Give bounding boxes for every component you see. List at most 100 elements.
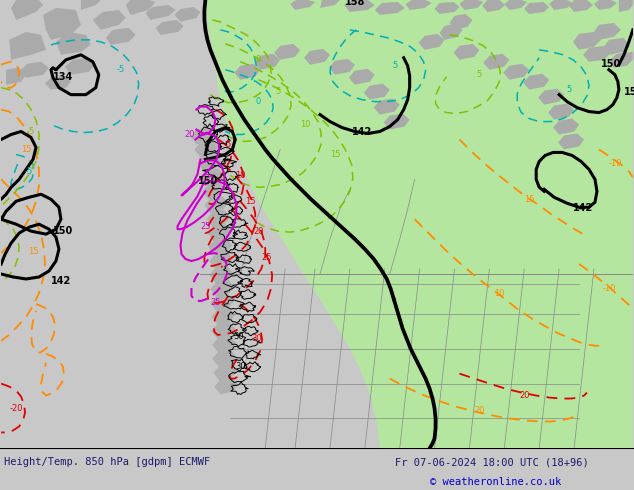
- Polygon shape: [504, 0, 527, 10]
- Text: 142: 142: [51, 276, 71, 286]
- Polygon shape: [235, 64, 260, 80]
- Polygon shape: [593, 23, 621, 40]
- Polygon shape: [210, 294, 235, 311]
- Polygon shape: [274, 44, 300, 60]
- Polygon shape: [503, 64, 529, 80]
- Polygon shape: [155, 20, 183, 35]
- Polygon shape: [290, 0, 315, 10]
- Text: 5: 5: [226, 140, 231, 149]
- Polygon shape: [43, 8, 81, 40]
- Polygon shape: [9, 32, 46, 60]
- Polygon shape: [460, 0, 483, 10]
- Text: -5: -5: [25, 167, 33, 176]
- Polygon shape: [374, 98, 399, 115]
- Polygon shape: [6, 68, 26, 85]
- Text: 15: 15: [28, 246, 38, 256]
- Text: 20: 20: [474, 406, 484, 415]
- Polygon shape: [214, 364, 237, 381]
- Polygon shape: [65, 58, 96, 75]
- Polygon shape: [594, 0, 617, 10]
- Text: 5: 5: [477, 70, 482, 79]
- Polygon shape: [583, 46, 611, 62]
- Polygon shape: [106, 28, 136, 45]
- Polygon shape: [45, 76, 71, 90]
- Polygon shape: [207, 224, 231, 241]
- Text: 142: 142: [573, 203, 593, 213]
- Polygon shape: [569, 0, 593, 12]
- Text: 25: 25: [204, 174, 215, 183]
- Text: 150: 150: [624, 87, 634, 97]
- Polygon shape: [174, 7, 200, 22]
- Text: 10: 10: [300, 120, 310, 129]
- Text: 10: 10: [235, 171, 245, 180]
- Polygon shape: [330, 0, 430, 22]
- Text: 5: 5: [392, 61, 398, 70]
- Text: -5: -5: [27, 127, 35, 136]
- Polygon shape: [439, 24, 462, 40]
- Polygon shape: [21, 62, 49, 78]
- Polygon shape: [212, 336, 236, 353]
- Polygon shape: [56, 32, 91, 55]
- Polygon shape: [444, 0, 519, 12]
- Text: -10: -10: [608, 159, 622, 168]
- Polygon shape: [11, 0, 43, 20]
- Polygon shape: [197, 154, 221, 171]
- Text: 25: 25: [261, 252, 271, 262]
- Polygon shape: [320, 0, 340, 8]
- Text: Height/Temp. 850 hPa [gdpm] ECMWF: Height/Temp. 850 hPa [gdpm] ECMWF: [4, 457, 210, 467]
- Polygon shape: [609, 52, 633, 68]
- Polygon shape: [364, 84, 390, 99]
- Text: 10: 10: [494, 290, 505, 298]
- Polygon shape: [146, 5, 176, 20]
- Text: -5: -5: [117, 65, 125, 74]
- Polygon shape: [207, 210, 230, 227]
- Text: 134: 134: [53, 72, 73, 82]
- Text: 15: 15: [21, 145, 31, 154]
- Text: 25: 25: [200, 222, 211, 231]
- Polygon shape: [553, 119, 579, 135]
- Polygon shape: [329, 59, 355, 75]
- Text: 158: 158: [345, 0, 365, 7]
- Polygon shape: [434, 2, 460, 14]
- Text: 25: 25: [210, 298, 221, 307]
- Polygon shape: [549, 0, 573, 10]
- Text: 15: 15: [245, 197, 256, 206]
- Polygon shape: [450, 14, 472, 30]
- Polygon shape: [482, 0, 505, 12]
- Polygon shape: [384, 114, 410, 129]
- Text: 30: 30: [233, 332, 243, 341]
- Polygon shape: [212, 350, 236, 367]
- Text: 30: 30: [235, 362, 245, 370]
- Polygon shape: [573, 32, 601, 50]
- Polygon shape: [81, 0, 101, 10]
- Polygon shape: [304, 49, 330, 65]
- Polygon shape: [349, 69, 375, 85]
- Text: 15: 15: [330, 150, 340, 159]
- Text: 15: 15: [524, 195, 534, 204]
- Text: Fr 07-06-2024 18:00 UTC (18+96): Fr 07-06-2024 18:00 UTC (18+96): [395, 457, 589, 467]
- Text: 150: 150: [53, 226, 73, 236]
- Polygon shape: [195, 141, 218, 157]
- Polygon shape: [211, 322, 235, 339]
- Text: 5: 5: [276, 87, 281, 96]
- Text: 20: 20: [184, 130, 195, 140]
- Polygon shape: [524, 2, 549, 14]
- Polygon shape: [344, 0, 375, 12]
- Text: 142: 142: [352, 126, 372, 137]
- Polygon shape: [93, 10, 126, 30]
- Text: 5: 5: [566, 85, 572, 94]
- Text: 20: 20: [253, 227, 264, 236]
- Polygon shape: [523, 74, 549, 90]
- Polygon shape: [483, 54, 509, 70]
- Text: © weatheronline.co.uk: © weatheronline.co.uk: [430, 477, 561, 487]
- Text: -10: -10: [602, 284, 616, 294]
- Polygon shape: [200, 169, 224, 185]
- Polygon shape: [190, 127, 214, 145]
- Polygon shape: [453, 44, 479, 60]
- Text: 150: 150: [197, 176, 217, 186]
- Polygon shape: [202, 182, 226, 199]
- Polygon shape: [538, 89, 564, 105]
- Polygon shape: [254, 54, 280, 70]
- Text: 0: 0: [256, 55, 261, 64]
- Polygon shape: [205, 0, 633, 448]
